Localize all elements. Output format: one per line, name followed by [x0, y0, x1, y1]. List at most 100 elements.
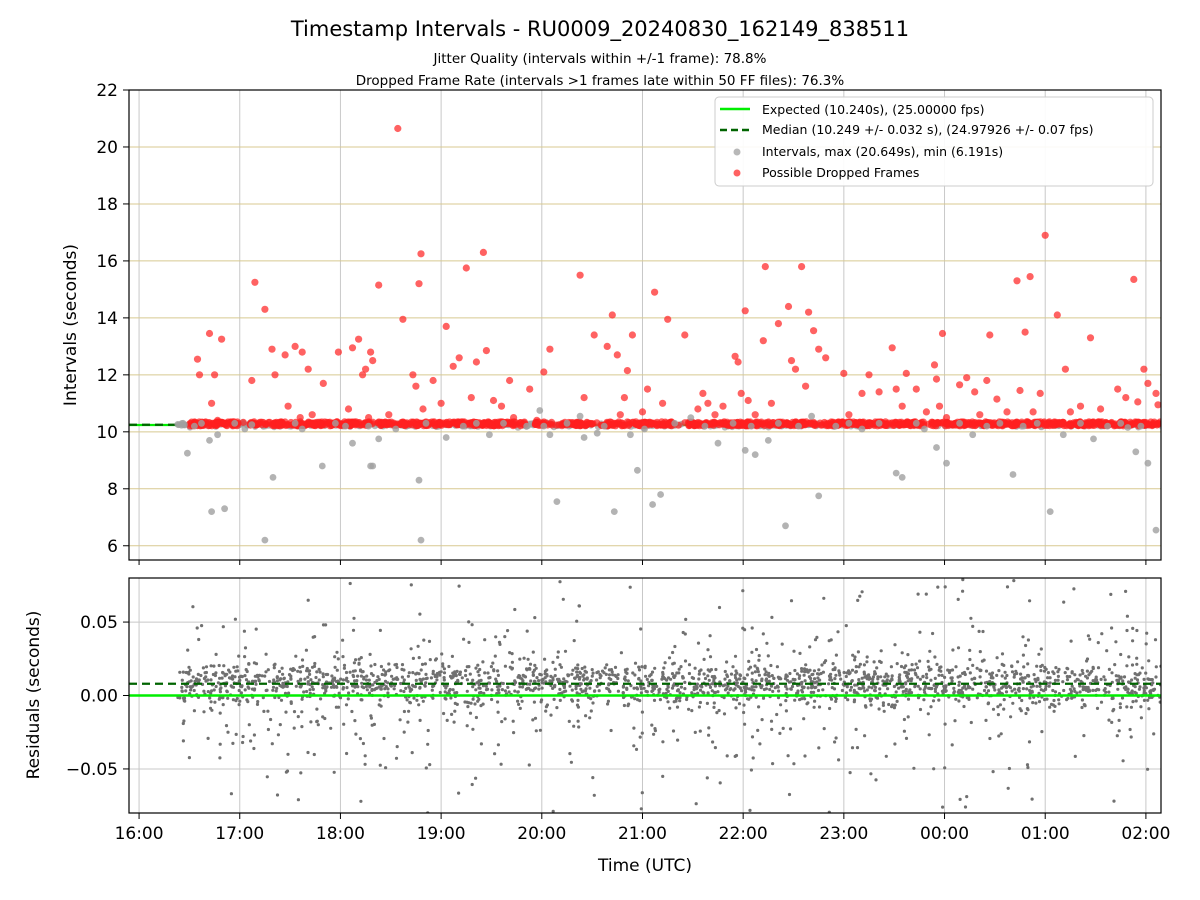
- residual-point: [559, 665, 564, 669]
- residual-point: [695, 685, 699, 690]
- interval-point: [747, 422, 755, 430]
- residual-point: [1073, 754, 1077, 759]
- residual-point: [353, 679, 357, 683]
- residual-point: [660, 677, 664, 681]
- residual-point: [1034, 680, 1038, 684]
- residual-point: [368, 652, 372, 657]
- residual-point: [476, 699, 480, 703]
- residual-point: [478, 667, 482, 672]
- dropped-frame-point: [1140, 365, 1148, 373]
- dropped-frame-point: [193, 355, 202, 363]
- residual-point: [373, 680, 377, 685]
- dropped-frame-point: [195, 371, 204, 379]
- dropped-frame-point: [437, 419, 445, 427]
- residual-point: [784, 699, 788, 703]
- residual-point: [1051, 688, 1055, 693]
- residual-point: [755, 666, 759, 670]
- dropped-frame-point: [986, 331, 994, 339]
- residual-point: [1018, 707, 1022, 711]
- dropped-frame-point: [616, 411, 624, 419]
- residual-point: [1003, 676, 1007, 680]
- residual-point: [1027, 674, 1031, 678]
- residual-point: [532, 700, 537, 704]
- residual-point: [463, 700, 467, 704]
- residual-point: [476, 670, 480, 674]
- residual-point: [953, 719, 957, 723]
- residual-point: [218, 711, 222, 715]
- residual-point: [523, 675, 528, 679]
- residual-point: [439, 670, 443, 674]
- dropped-frame-point: [590, 331, 598, 339]
- residual-point: [371, 673, 375, 678]
- interval-point: [641, 425, 648, 433]
- residual-point: [221, 670, 225, 675]
- residual-point: [562, 677, 566, 681]
- residual-point: [764, 677, 769, 681]
- dropped-frame-point: [589, 420, 597, 428]
- residual-point: [181, 739, 185, 743]
- interval-point: [369, 462, 377, 470]
- residual-point: [351, 628, 356, 632]
- residual-point: [1131, 639, 1135, 643]
- residual-point: [836, 630, 840, 634]
- x-tick-label: 17:00: [215, 824, 264, 844]
- dropped-frame-point: [1049, 421, 1057, 429]
- dropped-frame-point: [296, 414, 304, 422]
- residual-point: [1030, 797, 1034, 801]
- residual-point: [400, 663, 405, 667]
- intervals-y-tick-label: 14: [96, 309, 118, 329]
- residual-point: [239, 691, 243, 695]
- residual-point: [1001, 685, 1005, 689]
- dropped-frame-point: [787, 421, 795, 429]
- residual-point: [936, 585, 940, 589]
- residual-point: [378, 628, 382, 633]
- residual-point: [1014, 669, 1018, 673]
- residual-point: [1040, 730, 1044, 734]
- residual-point: [598, 676, 602, 680]
- dropped-frame-point: [552, 421, 560, 429]
- residual-point: [468, 672, 472, 676]
- residual-point: [710, 682, 714, 686]
- residual-point: [750, 671, 754, 675]
- residual-point: [986, 701, 991, 705]
- residual-point: [230, 674, 235, 678]
- residual-point: [733, 654, 738, 658]
- residual-point: [613, 665, 618, 670]
- residual-point: [670, 672, 675, 676]
- residual-point: [214, 671, 218, 675]
- residual-point: [738, 686, 742, 690]
- intervals-y-tick-label: 12: [96, 366, 118, 386]
- residual-point: [252, 733, 256, 737]
- residual-point: [570, 698, 574, 702]
- residual-point: [842, 670, 846, 675]
- residual-point: [1030, 689, 1034, 693]
- residual-point: [568, 684, 572, 688]
- residual-point: [674, 697, 679, 701]
- residual-point: [474, 688, 478, 692]
- residual-point: [786, 754, 790, 758]
- residual-point: [576, 698, 580, 703]
- residual-point: [762, 687, 767, 692]
- residual-point: [243, 646, 248, 650]
- residual-point: [513, 689, 517, 693]
- figure-subtitle-dropped: Dropped Frame Rate (intervals >1 frames …: [356, 73, 845, 89]
- residual-point: [455, 669, 459, 674]
- residual-point: [191, 675, 195, 679]
- residual-point: [528, 662, 533, 666]
- dropped-frame-point: [912, 385, 920, 393]
- residual-point: [1107, 690, 1111, 694]
- residual-point: [282, 676, 286, 680]
- dropped-frame-point: [613, 351, 621, 359]
- interval-point: [392, 425, 400, 433]
- residual-point: [1046, 676, 1050, 680]
- residual-point: [902, 729, 907, 733]
- dropped-frame-point: [1152, 389, 1160, 397]
- residual-point: [204, 679, 208, 683]
- residual-point: [1022, 665, 1026, 669]
- residual-point: [438, 690, 442, 695]
- dropped-frame-point: [1057, 420, 1065, 428]
- residual-point: [353, 685, 357, 689]
- residual-point: [697, 677, 701, 681]
- interval-point: [349, 439, 356, 447]
